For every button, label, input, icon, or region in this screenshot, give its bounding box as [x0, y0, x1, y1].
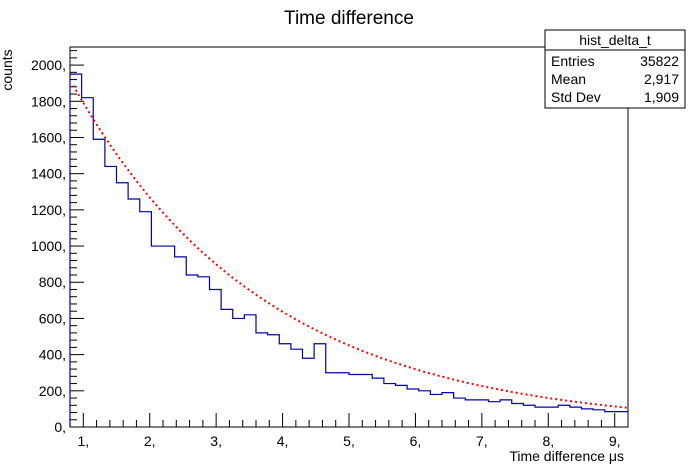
stats-entries-label: Entries — [551, 53, 595, 69]
y-tick-label: 800, — [39, 274, 66, 290]
stats-mean-label: Mean — [551, 71, 586, 87]
y-tick-label: 1600, — [31, 129, 66, 145]
y-axis-label: counts — [0, 49, 15, 90]
y-tick-label: 600, — [39, 310, 66, 326]
x-tick-label: 1, — [77, 433, 89, 449]
x-tick-label: 8, — [542, 433, 554, 449]
stats-entries-value: 35822 — [640, 53, 679, 69]
y-tick-label: 2000, — [31, 57, 66, 73]
plot-frame — [69, 46, 629, 428]
histogram-series — [69, 73, 628, 427]
x-axis-label: Time difference μs — [509, 448, 624, 464]
x-tick-label: 3, — [210, 433, 222, 449]
stats-stddev-label: Std Dev — [551, 89, 601, 105]
stats-mean-value: 2,917 — [644, 71, 679, 87]
x-tick-label: 5, — [343, 433, 355, 449]
x-axis: 1, 2, 3, 4, 5, 6, 7, 8, 9, — [69, 413, 629, 449]
x-tick-label: 2, — [144, 433, 156, 449]
exponential-fit-line — [72, 85, 629, 409]
y-tick-label: 1400, — [31, 166, 66, 182]
y-tick-label: 200, — [39, 383, 66, 399]
chart-title: Time difference — [284, 8, 414, 29]
y-tick-label: 400, — [39, 347, 66, 363]
x-tick-label: 7, — [476, 433, 488, 449]
y-tick-label: 1200, — [31, 202, 66, 218]
stats-box-frame — [544, 29, 686, 109]
x-tick-label: 4, — [277, 433, 289, 449]
y-tick-label: 1000, — [31, 238, 66, 254]
x-tick-label: 9, — [609, 433, 621, 449]
stats-box: hist_delta_t Entries 35822 Mean 2,917 St… — [544, 29, 686, 109]
stats-box-title: hist_delta_t — [579, 32, 651, 48]
y-tick-label: 0, — [54, 419, 66, 435]
y-tick-label: 1800, — [31, 93, 66, 109]
x-tick-label: 6, — [410, 433, 422, 449]
stats-stddev-value: 1,909 — [644, 89, 679, 105]
y-axis: 0, 200, 400, 600, 800, 1000, 1200, 1400, 1600, 18… — [31, 50, 84, 435]
